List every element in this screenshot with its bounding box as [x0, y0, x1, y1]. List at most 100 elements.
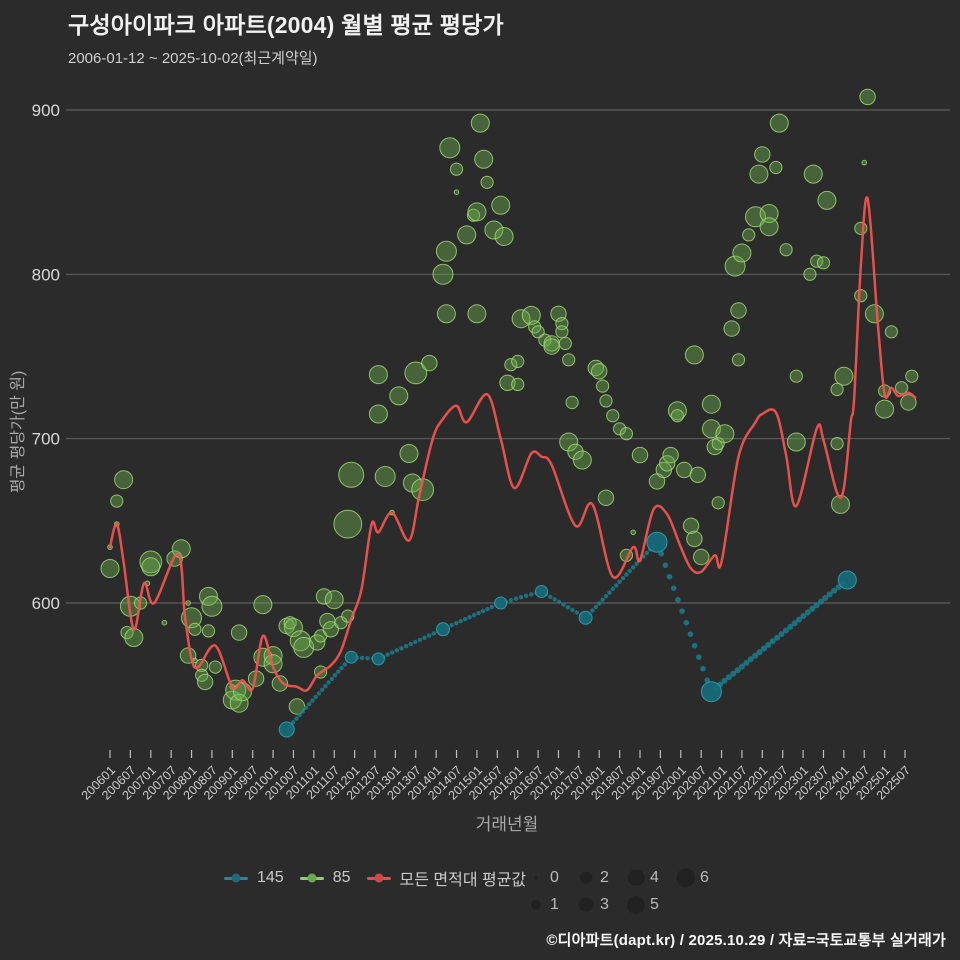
bubble-85[interactable] [161, 619, 168, 626]
bubble-85[interactable] [196, 673, 214, 691]
bubble-85[interactable] [333, 509, 363, 539]
bubble-85[interactable] [555, 325, 569, 339]
bubble-85[interactable] [230, 624, 248, 641]
bubble-85[interactable] [467, 202, 487, 222]
bubble-85[interactable] [596, 379, 610, 393]
bubble-85[interactable] [875, 399, 895, 419]
bubble-85[interactable] [499, 374, 516, 391]
bubble-85[interactable] [711, 496, 725, 510]
bubble-85[interactable] [724, 255, 746, 277]
bubble-85[interactable] [895, 381, 909, 395]
bubble-85[interactable] [591, 363, 608, 380]
bubble-85[interactable] [693, 548, 710, 566]
bubble-85[interactable] [597, 489, 615, 506]
bubble-85[interactable] [630, 529, 637, 536]
bubble-85[interactable] [139, 550, 163, 574]
bubble-85[interactable] [457, 225, 477, 245]
bubble-85[interactable] [484, 220, 504, 240]
bubble-85[interactable] [289, 630, 311, 652]
bubble-85[interactable] [786, 432, 806, 452]
bubble-85[interactable] [732, 243, 752, 263]
bubble-85[interactable] [834, 366, 854, 386]
bubble-85[interactable] [188, 622, 202, 636]
node-145[interactable] [344, 650, 358, 664]
bubble-85[interactable] [229, 693, 249, 713]
bubble-85[interactable] [816, 256, 831, 270]
bubble-85[interactable] [283, 616, 297, 630]
bubble-85[interactable] [436, 304, 456, 324]
bubble-85[interactable] [511, 377, 525, 391]
bubble-85[interactable] [749, 164, 769, 184]
node-145[interactable] [578, 610, 593, 625]
bubble-85[interactable] [817, 190, 837, 210]
bubble-85[interactable] [322, 621, 339, 638]
bubble-85[interactable] [854, 221, 868, 235]
bubble-85[interactable] [701, 394, 721, 414]
bubble-85[interactable] [711, 437, 725, 451]
bubble-85[interactable] [599, 394, 613, 408]
bubble-85[interactable] [293, 636, 315, 658]
bubble-85[interactable] [421, 354, 438, 372]
bubble-85[interactable] [449, 162, 464, 176]
bubble-85[interactable] [759, 217, 779, 237]
bubble-85[interactable] [201, 595, 223, 617]
bubble-85[interactable] [854, 289, 868, 303]
bubble-85[interactable] [521, 305, 541, 325]
bubble-85[interactable] [324, 590, 344, 610]
bubble-85[interactable] [789, 369, 803, 383]
bubble-85[interactable] [185, 600, 191, 606]
bubble-85[interactable] [731, 353, 746, 367]
node-145[interactable] [371, 652, 385, 666]
bubble-85[interactable] [432, 263, 454, 285]
bubble-85[interactable] [253, 595, 273, 615]
bubble-85[interactable] [631, 446, 649, 464]
bubble-85[interactable] [439, 137, 461, 159]
bubble-85[interactable] [689, 466, 706, 483]
bubble-85[interactable] [861, 159, 868, 166]
bubble-85[interactable] [511, 354, 525, 368]
bubble-85[interactable] [511, 309, 531, 329]
bubble-85[interactable] [559, 432, 579, 452]
bubble-85[interactable] [769, 113, 789, 133]
node-145[interactable] [646, 531, 668, 553]
bubble-85[interactable] [565, 395, 579, 410]
bubble-85[interactable] [470, 113, 490, 133]
bubble-85[interactable] [706, 438, 723, 456]
node-145[interactable] [278, 721, 295, 738]
bubble-85[interactable] [831, 494, 850, 514]
bubble-85[interactable] [368, 404, 388, 424]
bubble-85[interactable] [208, 660, 222, 674]
bubble-85[interactable] [562, 353, 576, 367]
bubble-85[interactable] [110, 494, 124, 508]
bubble-85[interactable] [389, 386, 409, 406]
legend-item-average[interactable]: 모든 면적대 평균값 [366, 866, 526, 890]
bubble-85[interactable] [769, 160, 783, 175]
node-145[interactable] [535, 585, 548, 598]
bubble-85[interactable] [613, 422, 627, 436]
bubble-85[interactable] [662, 446, 679, 464]
legend-item-145[interactable]: 145 [224, 869, 284, 887]
bubble-85[interactable] [682, 517, 700, 534]
node-145[interactable] [837, 570, 857, 590]
bubble-85[interactable] [309, 634, 326, 651]
bubble-85[interactable] [435, 240, 457, 262]
bubble-85[interactable] [830, 382, 844, 396]
bubble-85[interactable] [195, 658, 209, 673]
bubble-85[interactable] [334, 616, 348, 630]
bubble-85[interactable] [404, 361, 428, 385]
bubble-85[interactable] [567, 443, 584, 460]
bubble-85[interactable] [100, 559, 120, 578]
bubble-85[interactable] [667, 401, 687, 421]
bubble-85[interactable] [830, 437, 844, 451]
bubble-85[interactable] [491, 195, 511, 215]
bubble-85[interactable] [494, 227, 514, 246]
bubble-85[interactable] [399, 444, 419, 463]
bubble-85[interactable] [619, 427, 634, 441]
bubble-85[interactable] [572, 450, 592, 470]
bubble-85[interactable] [684, 345, 704, 365]
bubble-85[interactable] [284, 618, 303, 638]
bubble-85[interactable] [453, 189, 460, 195]
bubble-85[interactable] [504, 358, 518, 372]
bubble-85[interactable] [233, 682, 252, 702]
bubble-85[interactable] [368, 365, 388, 385]
